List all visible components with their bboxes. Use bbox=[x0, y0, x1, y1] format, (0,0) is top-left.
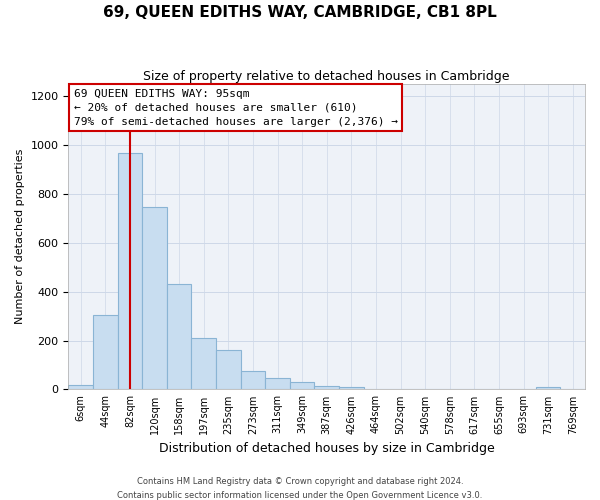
Bar bbox=[191, 338, 216, 390]
Bar bbox=[314, 386, 339, 390]
Bar bbox=[265, 378, 290, 390]
X-axis label: Distribution of detached houses by size in Cambridge: Distribution of detached houses by size … bbox=[159, 442, 494, 455]
Bar bbox=[216, 350, 241, 390]
Bar bbox=[68, 384, 93, 390]
Text: 69 QUEEN EDITHS WAY: 95sqm
← 20% of detached houses are smaller (610)
79% of sem: 69 QUEEN EDITHS WAY: 95sqm ← 20% of deta… bbox=[74, 88, 398, 126]
Bar bbox=[142, 208, 167, 390]
Bar bbox=[118, 152, 142, 390]
Text: 69, QUEEN EDITHS WAY, CAMBRIDGE, CB1 8PL: 69, QUEEN EDITHS WAY, CAMBRIDGE, CB1 8PL bbox=[103, 5, 497, 20]
Title: Size of property relative to detached houses in Cambridge: Size of property relative to detached ho… bbox=[143, 70, 510, 83]
Y-axis label: Number of detached properties: Number of detached properties bbox=[15, 149, 25, 324]
Bar bbox=[339, 388, 364, 390]
Bar bbox=[93, 315, 118, 390]
Bar bbox=[167, 284, 191, 390]
Text: Contains HM Land Registry data © Crown copyright and database right 2024.
Contai: Contains HM Land Registry data © Crown c… bbox=[118, 478, 482, 500]
Bar bbox=[241, 371, 265, 390]
Bar bbox=[536, 388, 560, 390]
Bar bbox=[290, 382, 314, 390]
